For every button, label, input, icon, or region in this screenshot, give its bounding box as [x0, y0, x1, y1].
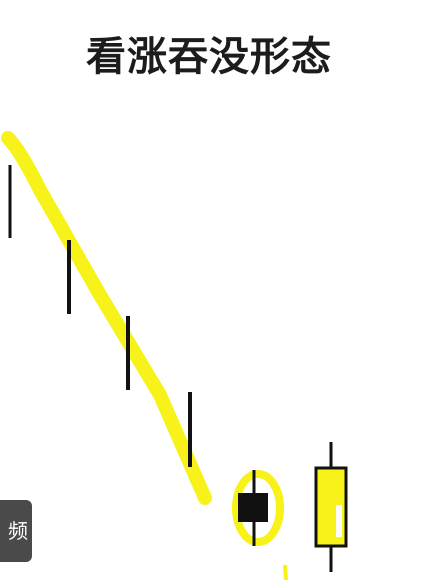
small-candle-highlight [232, 470, 284, 546]
small-candle-body [238, 493, 268, 522]
downtrend-highlight [1, 131, 212, 505]
overlay-chip[interactable]: 频 [0, 500, 32, 562]
page-title: 看涨吞没形态 [86, 34, 332, 80]
bottom-highlight-stroke [283, 564, 288, 580]
engulfing-candle-glare [336, 505, 342, 537]
overlay-chip-label: 频 [8, 519, 28, 543]
